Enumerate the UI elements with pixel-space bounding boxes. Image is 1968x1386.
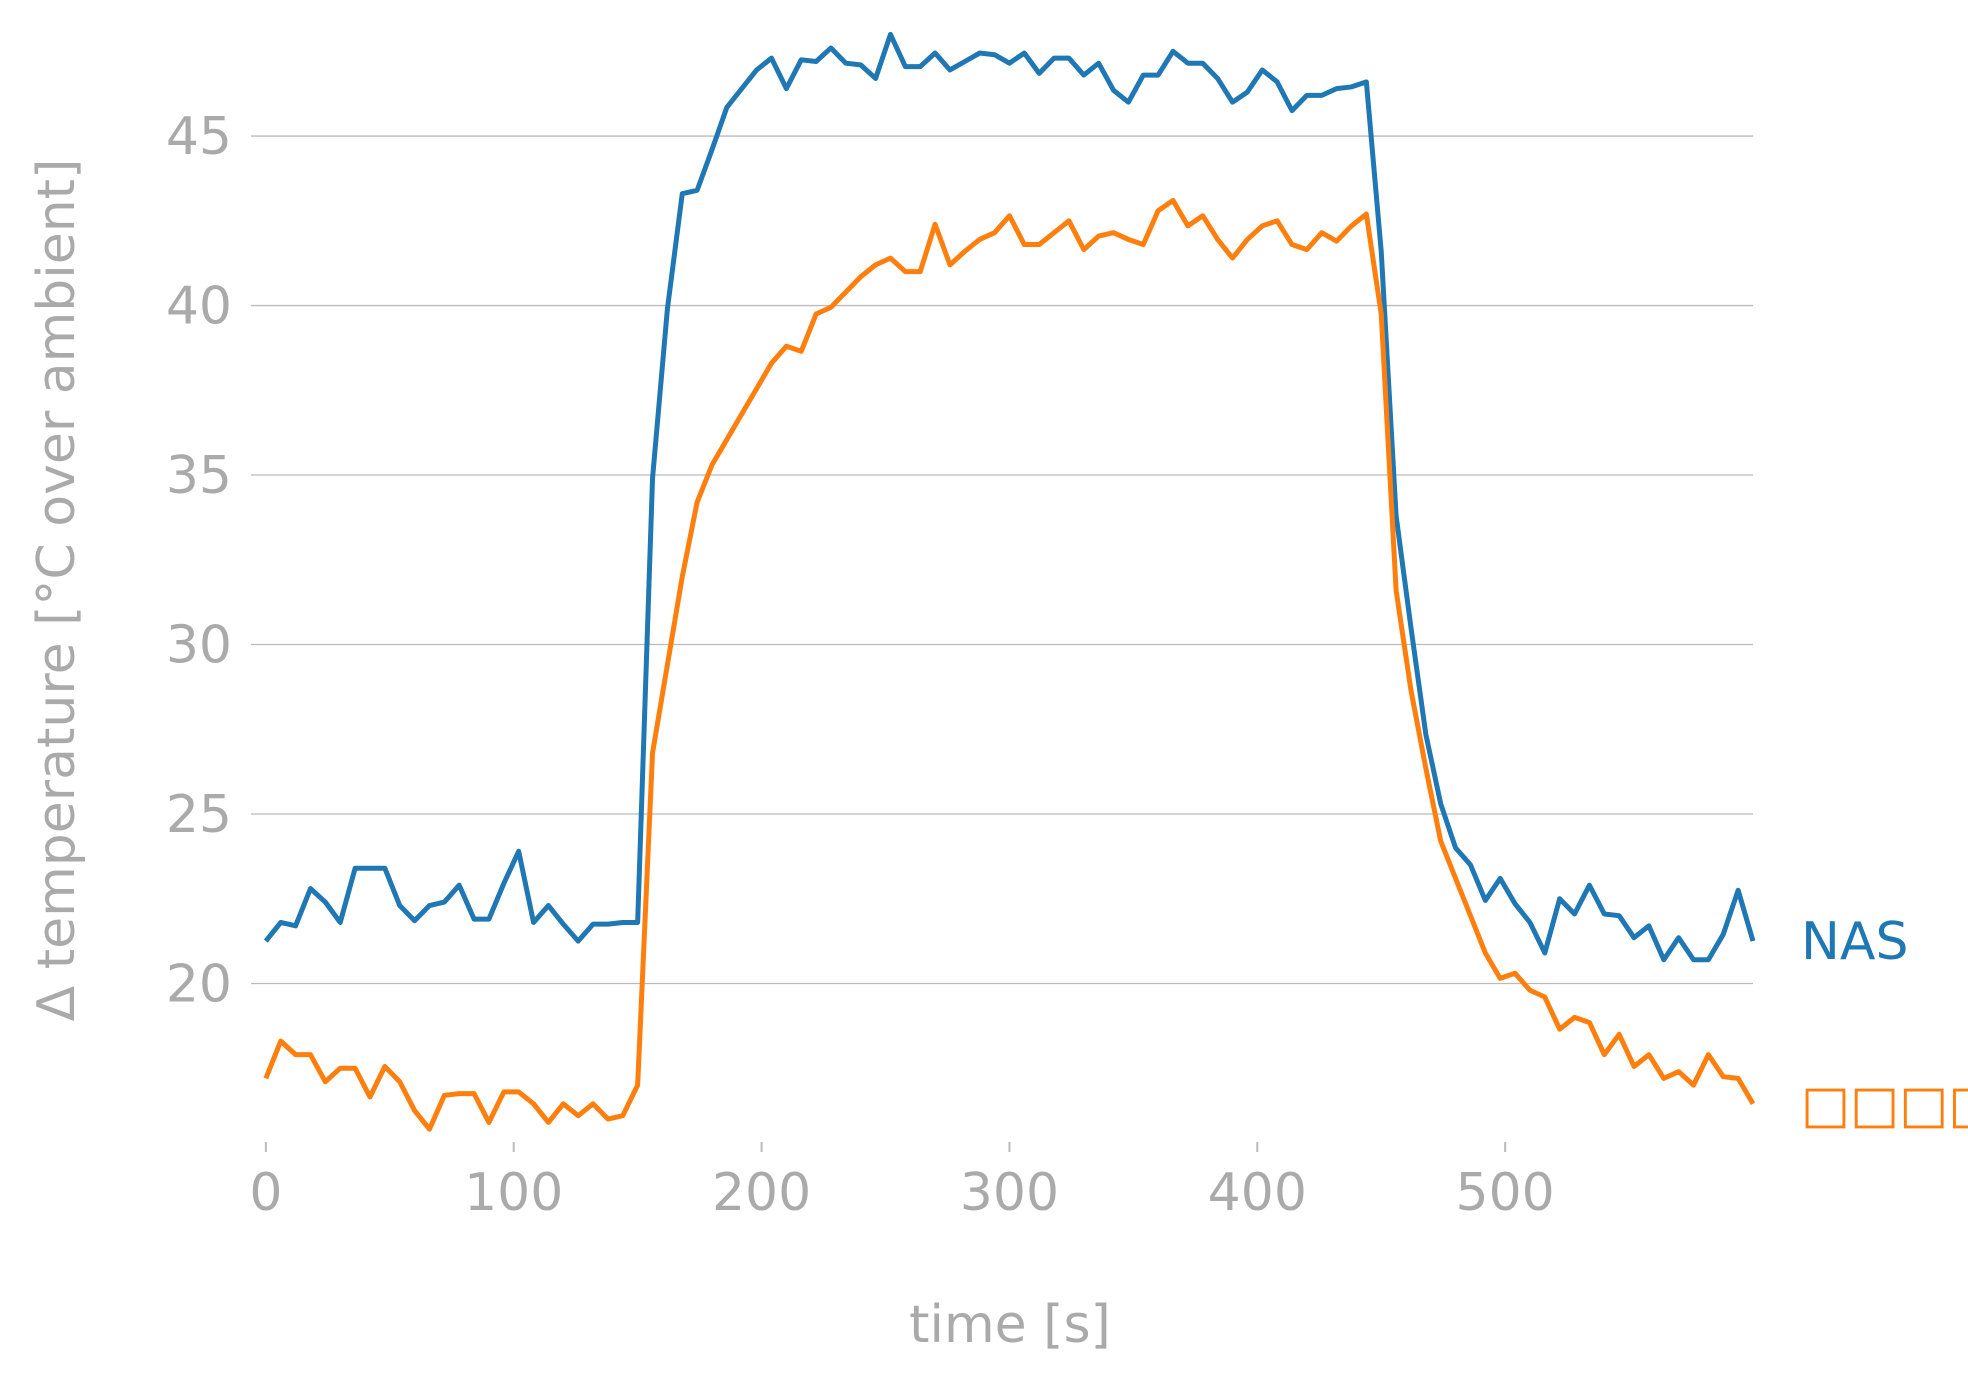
- legend-label: □□□□: [1801, 1075, 1968, 1135]
- y-axis-label: Δ temperature [°C over ambient]: [27, 159, 87, 1022]
- x-tick-label: 200: [712, 1163, 811, 1223]
- series-line: [263, 31, 1756, 963]
- legend-label: NAS: [1801, 912, 1908, 972]
- y-tick-label: 30: [166, 616, 232, 676]
- series-line: [263, 197, 1756, 1132]
- x-tick-label: 0: [249, 1163, 282, 1223]
- y-tick-label: 40: [166, 277, 232, 337]
- y-tick-label: 25: [166, 785, 232, 845]
- y-tick-label: 45: [166, 107, 232, 167]
- x-tick-label: 400: [1208, 1163, 1307, 1223]
- x-tick-label: 500: [1456, 1163, 1555, 1223]
- lines: NAS □□□□: [263, 31, 1968, 1135]
- x-tick-label: 300: [960, 1163, 1059, 1223]
- y-tick-label: 20: [166, 954, 232, 1014]
- grid: 20 25 30 35 40 45 0 100 200 300 400 500: [166, 107, 1753, 1223]
- x-axis-label: time [s]: [909, 1295, 1111, 1355]
- x-tick-label: 100: [464, 1163, 563, 1223]
- y-tick-label: 35: [166, 446, 232, 506]
